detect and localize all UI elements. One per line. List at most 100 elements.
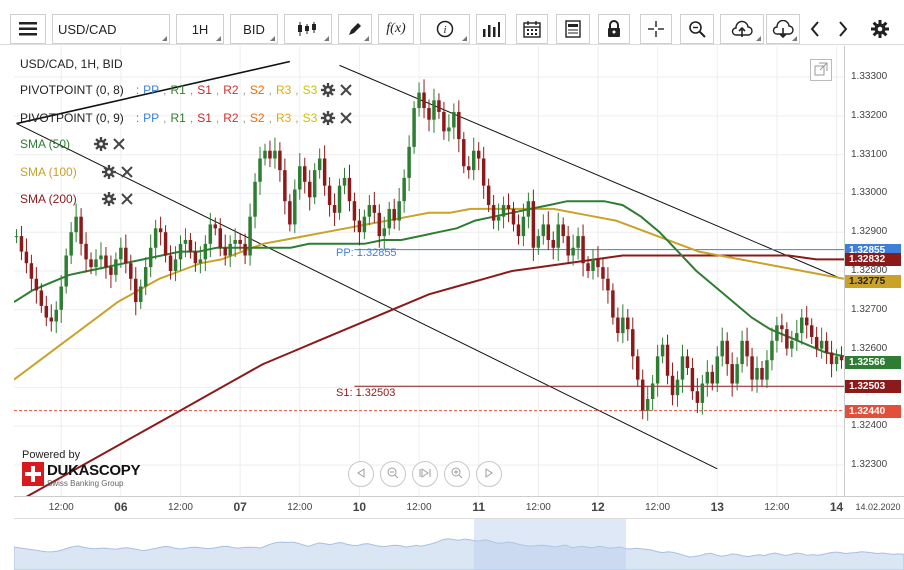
candle-body	[785, 329, 789, 349]
bars-button[interactable]	[476, 14, 506, 44]
zoom-in-button[interactable]	[444, 461, 470, 487]
candle-body	[814, 336, 819, 349]
candle-body	[750, 356, 754, 380]
pivot2-sep: :	[135, 111, 140, 125]
candle-body	[99, 255, 103, 260]
candle-body	[829, 352, 834, 365]
draw-button[interactable]	[338, 14, 372, 44]
sma50-close-icon[interactable]	[112, 137, 126, 151]
candle-body	[173, 259, 178, 271]
candle-body	[645, 399, 650, 411]
candle-body	[655, 356, 660, 384]
candle-body	[74, 216, 78, 233]
menu-button[interactable]	[10, 14, 46, 44]
price-tick-label: 1.33300	[851, 71, 888, 83]
sma50-settings-icon[interactable]	[94, 137, 108, 151]
info-button[interactable]: i	[420, 14, 470, 44]
candle-body	[357, 220, 362, 233]
expand-icon	[814, 62, 828, 79]
navigator-selection[interactable]	[474, 519, 626, 570]
candle-body	[665, 344, 670, 376]
candle-body	[715, 356, 720, 384]
sma100-close-icon[interactable]	[120, 165, 134, 179]
instrument-label: USD/CAD	[58, 21, 117, 37]
timeframe-selector[interactable]: 1H	[176, 14, 224, 44]
day-tick-label: 13	[710, 500, 724, 514]
instrument-selector[interactable]: USD/CAD	[52, 14, 170, 44]
function-button[interactable]: f(x)	[378, 14, 414, 44]
pivot1-close-icon[interactable]	[339, 83, 353, 97]
pivot1-settings-icon[interactable]	[321, 83, 336, 97]
candle-body	[730, 364, 734, 384]
candle-type-button[interactable]	[284, 14, 332, 44]
lock-button[interactable]	[598, 14, 630, 44]
candles	[14, 79, 844, 421]
pivot2-settings-icon[interactable]	[321, 111, 336, 125]
sma200-label: SMA (200)	[20, 192, 77, 206]
candle-body	[183, 239, 188, 244]
price-tag: 1.32440	[845, 404, 901, 418]
candle-body	[770, 340, 774, 361]
candle-body	[233, 239, 237, 244]
sma100-settings-icon[interactable]	[102, 165, 116, 179]
crosshair-button[interactable]	[640, 14, 672, 44]
pivot1-sep: :	[135, 83, 140, 97]
upload-button[interactable]	[720, 14, 764, 44]
candle-body	[486, 185, 491, 206]
calendar-button[interactable]	[516, 14, 548, 44]
candle-body	[690, 367, 695, 392]
candle-body	[616, 317, 620, 334]
candle-body	[601, 267, 605, 279]
sma200-close-icon[interactable]	[120, 192, 134, 206]
report-button[interactable]	[556, 14, 590, 44]
scroll-forward-button[interactable]	[476, 461, 502, 487]
candle-body	[203, 243, 208, 260]
price-chart[interactable]	[14, 46, 844, 496]
candle-body	[780, 325, 784, 330]
settings-button[interactable]	[864, 14, 896, 44]
candle-body	[402, 177, 406, 202]
candle-body	[298, 166, 302, 190]
scroll-right-button[interactable]	[830, 14, 856, 44]
candle-body	[710, 371, 715, 384]
price-axis: 1.33300 1.33200 1.33100 1.33000 1.32900 1.328…	[844, 46, 904, 496]
scroll-back-button[interactable]	[348, 461, 374, 487]
sma100-line	[14, 207, 844, 381]
day-tick-label: 12	[591, 500, 605, 514]
trendline-descending-lower	[16, 123, 718, 470]
candle-body	[268, 150, 272, 159]
candle-body	[422, 92, 426, 109]
sma200-settings-icon[interactable]	[102, 192, 116, 206]
time-navigator[interactable]	[14, 518, 904, 570]
candle-body	[387, 208, 391, 229]
day-tick-label: 11	[472, 500, 486, 514]
hour-tick-label: 12:00	[48, 502, 74, 513]
candle-body	[591, 259, 595, 271]
pivot2-level-s3: S3	[302, 111, 318, 125]
candle-body	[571, 247, 575, 256]
reset-zoom-button[interactable]	[412, 461, 438, 487]
candle-body	[303, 166, 307, 182]
candle-body	[790, 340, 794, 349]
price-tick-label: 1.32400	[851, 420, 888, 432]
hour-tick-label: 12:00	[406, 502, 432, 513]
candle-body	[367, 205, 372, 217]
scroll-left-button[interactable]	[802, 14, 828, 44]
expand-chart-button[interactable]	[810, 59, 832, 81]
candle-body	[675, 379, 680, 396]
pivot2-close-icon[interactable]	[339, 111, 353, 125]
candle-body	[740, 340, 744, 365]
candle-body	[452, 111, 456, 128]
candle-body	[516, 224, 521, 237]
pivot1-level-pp: PP	[143, 83, 160, 97]
candle-body	[541, 224, 546, 237]
candle-body	[581, 236, 585, 264]
candle-body	[34, 278, 39, 291]
download-button[interactable]	[766, 14, 800, 44]
candle-body	[119, 247, 123, 260]
zoom-button[interactable]	[680, 14, 714, 44]
zoom-out-button[interactable]	[380, 461, 406, 487]
price-tick-label: 1.33100	[851, 148, 888, 160]
side-selector[interactable]: BID	[230, 14, 278, 44]
candle-body	[213, 224, 218, 229]
